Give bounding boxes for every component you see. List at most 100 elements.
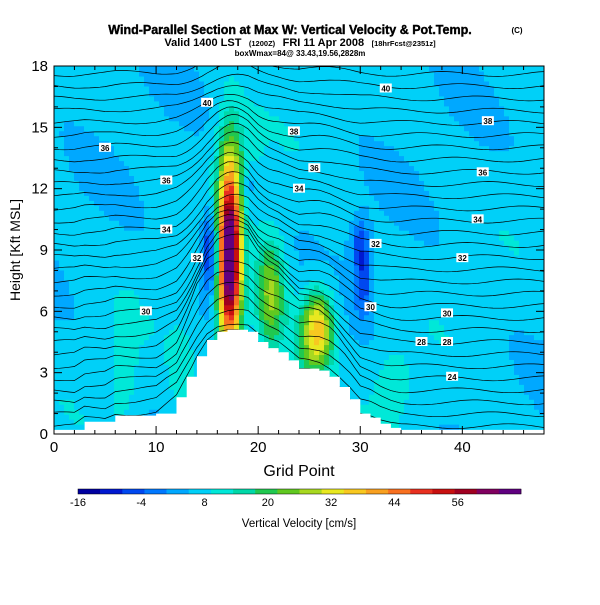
velocity-cell: [379, 339, 385, 346]
velocity-cell: [94, 70, 100, 77]
velocity-cell: [374, 160, 380, 167]
velocity-cell: [179, 240, 185, 246]
velocity-cell: [149, 145, 155, 152]
velocity-cell: [104, 225, 110, 231]
velocity-cell: [119, 175, 125, 181]
velocity-cell: [224, 90, 230, 97]
velocity-cell: [169, 205, 175, 211]
velocity-cell: [319, 339, 325, 346]
velocity-cell: [329, 115, 335, 122]
velocity-cell: [319, 364, 325, 370]
velocity-cell: [329, 344, 335, 351]
velocity-cell: [284, 304, 290, 311]
velocity-cell: [234, 250, 240, 256]
velocity-cell: [204, 264, 210, 271]
velocity-cell: [369, 379, 375, 385]
velocity-cell: [244, 115, 250, 122]
velocity-cell: [109, 135, 115, 142]
velocity-cell: [99, 364, 105, 370]
velocity-cell: [304, 165, 310, 172]
velocity-cell: [89, 339, 95, 346]
velocity-cell: [349, 379, 355, 385]
velocity-cell: [384, 215, 390, 221]
velocity-cell: [374, 414, 380, 420]
velocity-cell: [244, 70, 250, 77]
velocity-cell: [179, 145, 185, 152]
velocity-cell: [79, 259, 85, 266]
velocity-cell: [119, 354, 125, 360]
velocity-cell: [254, 304, 260, 311]
velocity-cell: [344, 160, 350, 167]
velocity-cell: [319, 269, 325, 276]
velocity-cell: [149, 66, 155, 72]
velocity-cell: [64, 85, 70, 92]
velocity-cell: [344, 85, 350, 92]
velocity-cell: [369, 279, 375, 286]
velocity-cell: [354, 195, 360, 201]
velocity-cell: [219, 120, 225, 127]
velocity-cell: [174, 389, 180, 395]
velocity-cell: [114, 364, 120, 370]
velocity-cell: [309, 304, 315, 311]
velocity-cell: [124, 304, 130, 311]
velocity-cell: [129, 190, 135, 196]
velocity-cell: [214, 279, 220, 286]
velocity-cell: [269, 319, 275, 326]
velocity-cell: [194, 185, 200, 191]
velocity-cell: [274, 264, 280, 271]
velocity-cell: [239, 294, 245, 301]
velocity-cell: [79, 245, 85, 251]
velocity-cell: [109, 66, 115, 72]
velocity-cell: [249, 309, 255, 316]
velocity-cell: [214, 175, 220, 181]
velocity-cell: [199, 105, 205, 112]
velocity-cell: [59, 349, 65, 356]
velocity-cell: [89, 80, 95, 87]
velocity-cell: [344, 245, 350, 251]
velocity-cell: [69, 284, 75, 291]
velocity-cell: [64, 175, 70, 181]
velocity-cell: [219, 190, 225, 196]
velocity-cell: [139, 240, 145, 246]
velocity-cell: [64, 394, 70, 400]
velocity-cell: [144, 329, 150, 336]
velocity-cell: [154, 100, 160, 107]
velocity-cell: [134, 130, 140, 137]
velocity-cell: [69, 359, 75, 365]
velocity-cell: [54, 205, 60, 211]
velocity-cell: [224, 235, 230, 241]
velocity-cell: [74, 220, 80, 226]
velocity-cell: [374, 105, 380, 112]
velocity-cell: [214, 254, 220, 261]
velocity-cell: [284, 200, 290, 206]
velocity-cell: [294, 155, 300, 162]
velocity-cell: [239, 230, 245, 236]
velocity-cell: [214, 125, 220, 132]
velocity-cell: [344, 100, 350, 107]
velocity-cell: [339, 170, 345, 176]
velocity-cell: [74, 235, 80, 241]
velocity-cell: [84, 294, 90, 301]
velocity-cell: [274, 170, 280, 176]
velocity-cell: [379, 220, 385, 226]
velocity-cell: [314, 250, 320, 256]
velocity-cell: [279, 115, 285, 122]
velocity-cell: [119, 155, 125, 162]
velocity-cell: [234, 314, 240, 321]
velocity-cell: [359, 185, 365, 191]
velocity-cell: [269, 200, 275, 206]
velocity-cell: [64, 304, 70, 311]
velocity-cell: [129, 95, 135, 102]
velocity-cell: [79, 269, 85, 276]
velocity-cell: [309, 180, 315, 186]
velocity-cell: [124, 289, 130, 296]
velocity-cell: [234, 294, 240, 301]
velocity-cell: [284, 339, 290, 346]
velocity-cell: [179, 85, 185, 92]
velocity-cell: [179, 160, 185, 167]
velocity-cell: [369, 384, 375, 390]
velocity-cell: [189, 170, 195, 176]
velocity-cell: [64, 329, 70, 336]
velocity-cell: [69, 195, 75, 201]
velocity-cell: [94, 394, 100, 400]
